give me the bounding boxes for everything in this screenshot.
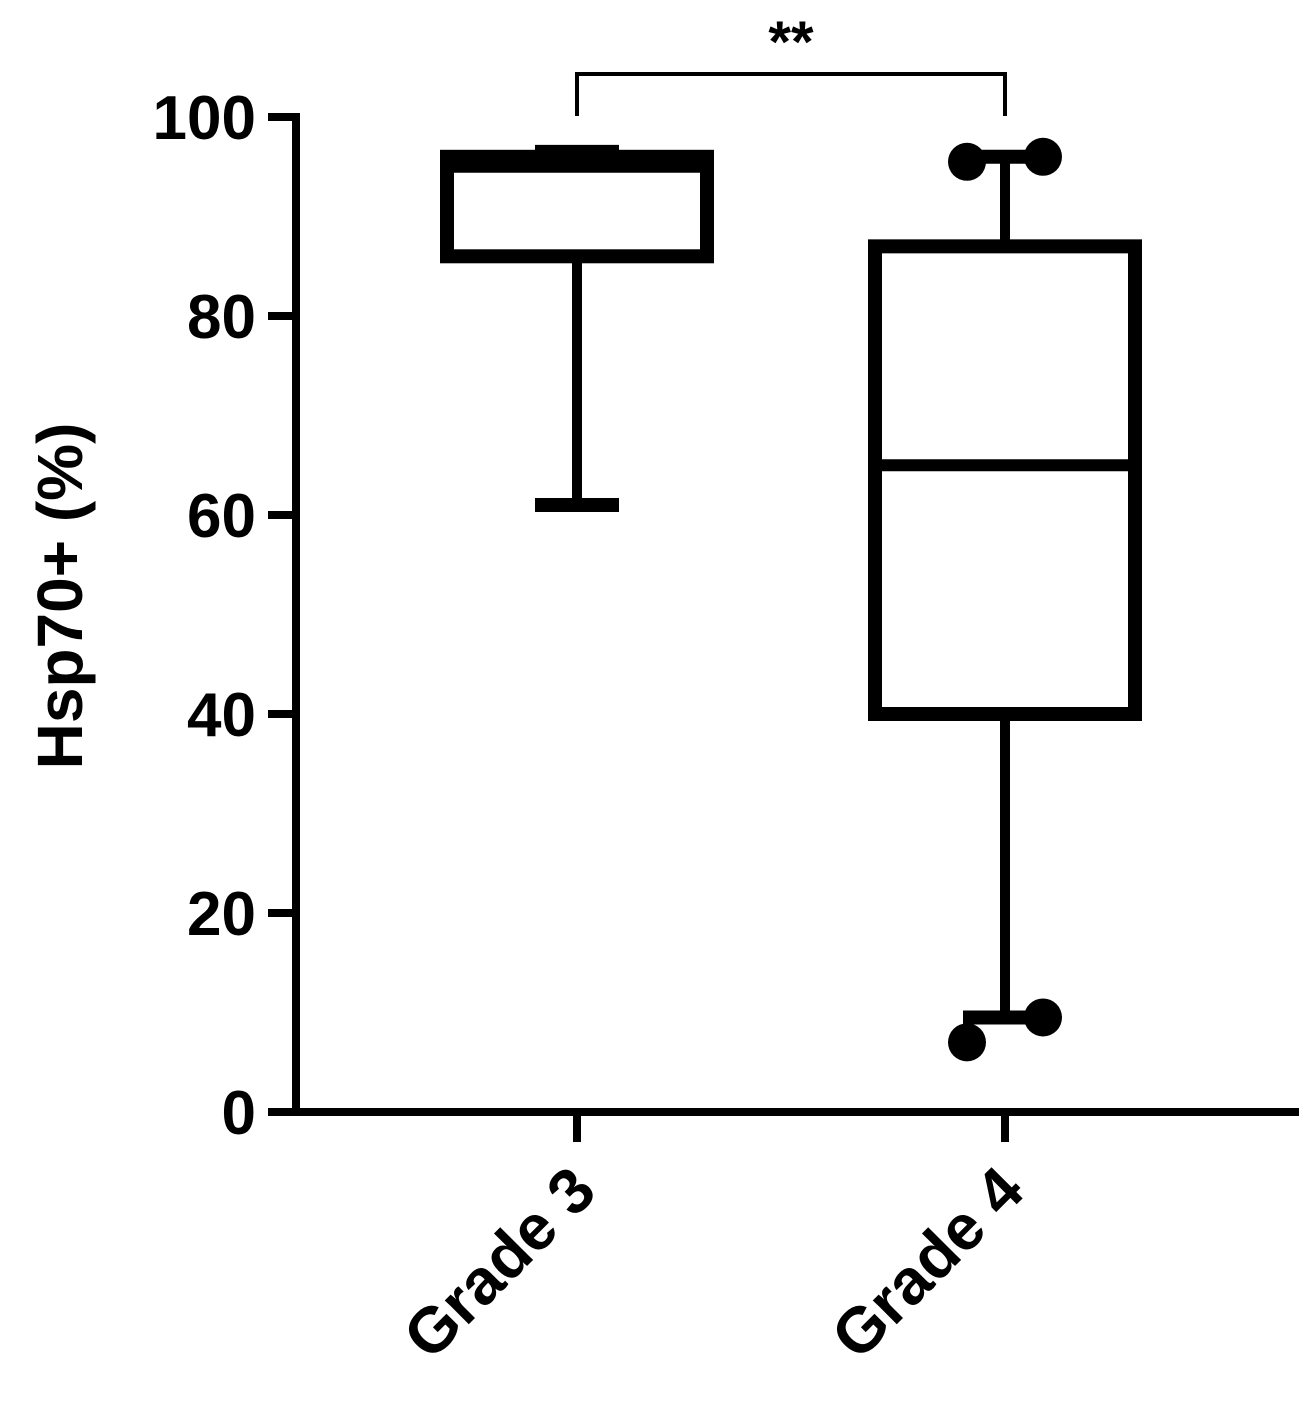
y-tick-label-40: 40	[187, 681, 256, 750]
y-tick-label-80: 80	[187, 283, 256, 352]
boxes	[440, 137, 1142, 1062]
significance-label: **	[768, 10, 814, 75]
significance-bracket: **	[575, 10, 1007, 116]
outlier-point-3	[948, 1023, 986, 1062]
box-iqr	[440, 149, 714, 264]
box-group-2	[868, 137, 1142, 1062]
x-tick-label-2: Grade 4	[817, 1153, 1037, 1373]
significance-line	[575, 72, 1007, 116]
y-axis-label: Hsp70+ (%)	[24, 423, 96, 770]
outlier-point-2	[1024, 137, 1062, 176]
outlier-point-4	[1024, 998, 1062, 1037]
y-ticks: 0 20 40 60 80 100	[153, 84, 296, 1148]
x-ticks: Grade 3 Grade 4	[389, 1112, 1037, 1372]
outlier-point-1	[948, 142, 986, 181]
x-tick-label-1: Grade 3	[389, 1153, 608, 1372]
y-tick-label-100: 100	[153, 84, 256, 153]
box-iqr	[868, 239, 1142, 721]
box-group-1	[440, 144, 714, 513]
y-tick-label-20: 20	[187, 880, 256, 949]
y-tick-label-60: 60	[187, 482, 256, 551]
axes	[292, 113, 1299, 1116]
y-tick-label-0: 0	[222, 1079, 256, 1148]
